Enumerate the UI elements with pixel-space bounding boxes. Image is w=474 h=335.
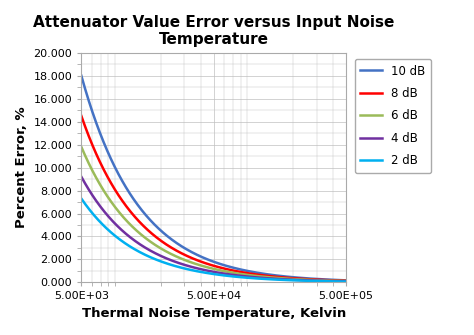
10 dB xyxy=(295,276,301,280)
4 dB xyxy=(295,278,301,282)
4 dB xyxy=(206,269,211,273)
10 dB xyxy=(343,278,349,282)
2 dB xyxy=(222,273,228,277)
Legend: 10 dB, 8 dB, 6 dB, 4 dB, 2 dB: 10 dB, 8 dB, 6 dB, 4 dB, 2 dB xyxy=(355,59,431,173)
8 dB xyxy=(204,262,210,266)
8 dB xyxy=(236,270,242,274)
2 dB xyxy=(236,275,242,279)
4 dB xyxy=(337,279,343,283)
Line: 4 dB: 4 dB xyxy=(82,177,346,281)
10 dB xyxy=(236,267,242,271)
10 dB xyxy=(204,257,210,261)
4 dB xyxy=(79,175,84,179)
2 dB xyxy=(79,197,84,201)
2 dB xyxy=(337,279,343,283)
8 dB xyxy=(206,262,211,266)
6 dB xyxy=(236,272,242,276)
6 dB xyxy=(343,279,349,283)
8 dB xyxy=(79,114,84,118)
Line: 8 dB: 8 dB xyxy=(82,116,346,281)
4 dB xyxy=(204,269,210,273)
8 dB xyxy=(343,279,349,283)
2 dB xyxy=(206,271,211,275)
6 dB xyxy=(337,279,343,283)
Line: 2 dB: 2 dB xyxy=(82,199,346,282)
6 dB xyxy=(204,265,210,269)
Line: 6 dB: 6 dB xyxy=(82,147,346,281)
10 dB xyxy=(79,74,84,78)
4 dB xyxy=(343,279,349,283)
6 dB xyxy=(222,269,228,273)
2 dB xyxy=(343,280,349,284)
4 dB xyxy=(236,274,242,278)
8 dB xyxy=(337,278,343,282)
X-axis label: Thermal Noise Temperature, Kelvin: Thermal Noise Temperature, Kelvin xyxy=(82,307,346,320)
6 dB xyxy=(295,277,301,281)
10 dB xyxy=(222,263,228,267)
6 dB xyxy=(206,266,211,270)
2 dB xyxy=(295,278,301,282)
10 dB xyxy=(206,258,211,262)
8 dB xyxy=(295,277,301,281)
4 dB xyxy=(222,272,228,276)
Line: 10 dB: 10 dB xyxy=(82,76,346,280)
Title: Attenuator Value Error versus Input Noise
Temperature: Attenuator Value Error versus Input Nois… xyxy=(33,15,394,47)
Y-axis label: Percent Error, %: Percent Error, % xyxy=(15,107,28,228)
2 dB xyxy=(204,271,210,275)
8 dB xyxy=(222,267,228,271)
6 dB xyxy=(79,145,84,149)
10 dB xyxy=(337,278,343,282)
